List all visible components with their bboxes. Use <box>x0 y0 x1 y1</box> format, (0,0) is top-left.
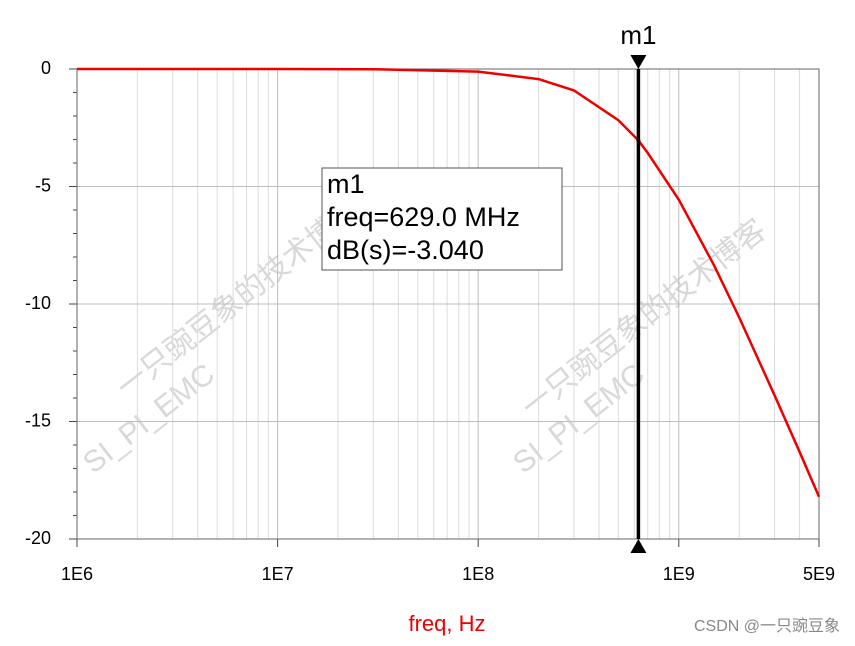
y-tick-label: -15 <box>25 410 51 430</box>
y-tick-label: -5 <box>35 175 51 195</box>
x-tick-label: 5E9 <box>803 564 835 584</box>
marker-readout: dB(s)=-3.040 <box>327 235 484 265</box>
marker-triangle <box>630 55 647 69</box>
x-tick-label: 1E9 <box>663 564 695 584</box>
x-tick-label: 1E6 <box>61 564 93 584</box>
marker-readout: freq=629.0 MHz <box>327 202 520 232</box>
marker-triangle <box>630 539 647 553</box>
y-tick-label: -10 <box>25 293 51 313</box>
x-tick-label: 1E8 <box>462 564 494 584</box>
x-tick-label: 1E7 <box>262 564 294 584</box>
marker-name: m1 <box>620 20 656 50</box>
y-tick-label: 0 <box>41 58 51 78</box>
footer: CSDN @一只豌豆象 <box>694 617 840 635</box>
plot-frame <box>76 68 820 540</box>
marker-box <box>321 167 563 271</box>
marker-point <box>636 138 641 143</box>
x-axis-label: freq, Hz <box>408 611 485 636</box>
y-tick-label: -20 <box>25 528 51 548</box>
marker-readout: m1 <box>327 169 365 199</box>
